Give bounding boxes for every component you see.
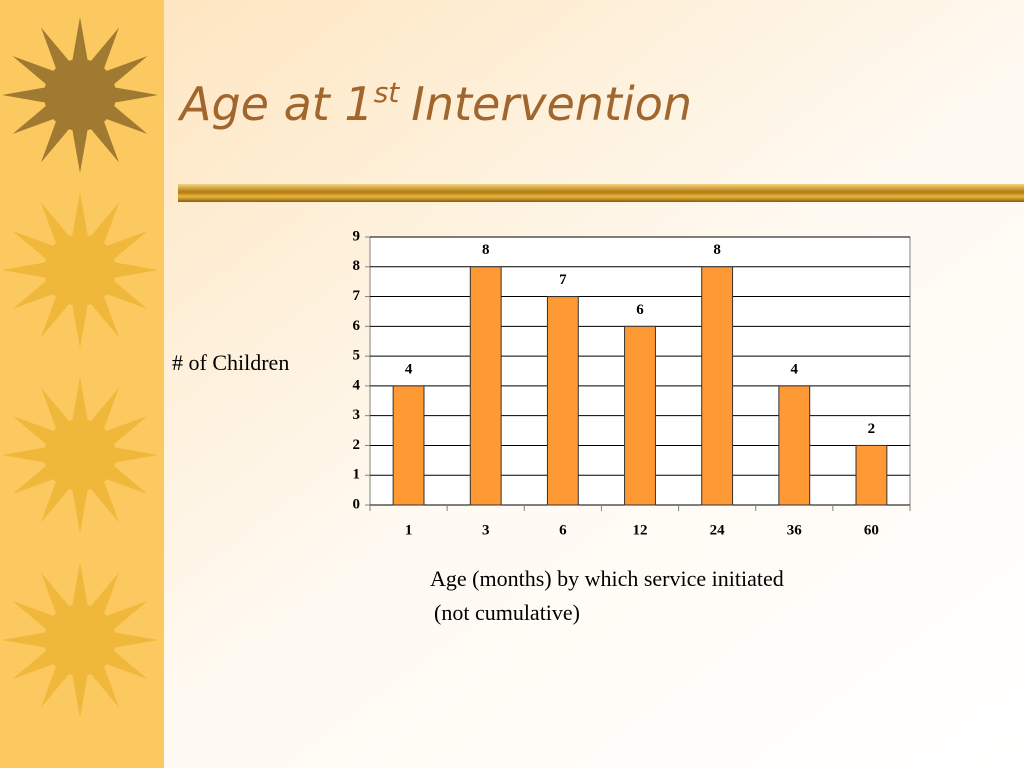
- y-tick-label: 4: [353, 377, 361, 393]
- x-tick-label: 1: [405, 522, 413, 538]
- bar: [546, 296, 579, 506]
- y-tick-label: 8: [353, 258, 361, 274]
- title-text: Age at 1: [177, 77, 374, 131]
- data-label: 4: [791, 361, 799, 377]
- y-tick-label: 7: [353, 288, 361, 304]
- bar: [624, 325, 656, 506]
- y-tick-label: 0: [353, 496, 361, 512]
- x-axis-label: Age (months) by which service initiated: [430, 566, 784, 591]
- x-tick-label: 3: [482, 522, 490, 538]
- bar: [855, 444, 888, 506]
- bar: [392, 385, 425, 506]
- data-label: 4: [405, 361, 413, 377]
- y-tick-label: 3: [353, 407, 361, 423]
- bar: [701, 266, 734, 506]
- data-label: 8: [713, 242, 721, 258]
- title-text: Intervention: [411, 77, 692, 131]
- title-superscript: st: [374, 76, 401, 109]
- sun-core: [44, 234, 116, 306]
- x-axis-label: (not cumulative): [434, 600, 580, 625]
- x-tick-label: 12: [633, 522, 648, 538]
- data-label: 7: [559, 272, 567, 288]
- sun-core: [44, 419, 116, 491]
- y-tick-label: 1: [353, 467, 361, 483]
- data-label: 6: [636, 302, 644, 318]
- sun-core: [44, 604, 116, 676]
- y-tick-label: 9: [353, 228, 361, 244]
- y-tick-label: 2: [353, 437, 361, 453]
- bar: [469, 266, 502, 506]
- x-tick-label: 6: [559, 522, 567, 538]
- data-label: 2: [868, 421, 876, 437]
- y-tick-label: 6: [353, 318, 361, 334]
- y-axis-label: # of Children: [172, 350, 289, 375]
- x-tick-label: 24: [710, 522, 726, 538]
- bar: [778, 385, 811, 506]
- x-tick-label: 60: [864, 522, 879, 538]
- data-label: 8: [482, 242, 490, 258]
- divider-bar: [178, 184, 1024, 202]
- y-tick-label: 5: [353, 348, 361, 364]
- sun-decorations: [2, 17, 158, 718]
- x-tick-label: 36: [787, 522, 803, 538]
- slide-title: Age at 1st Intervention: [177, 76, 692, 131]
- sun-core: [44, 59, 116, 131]
